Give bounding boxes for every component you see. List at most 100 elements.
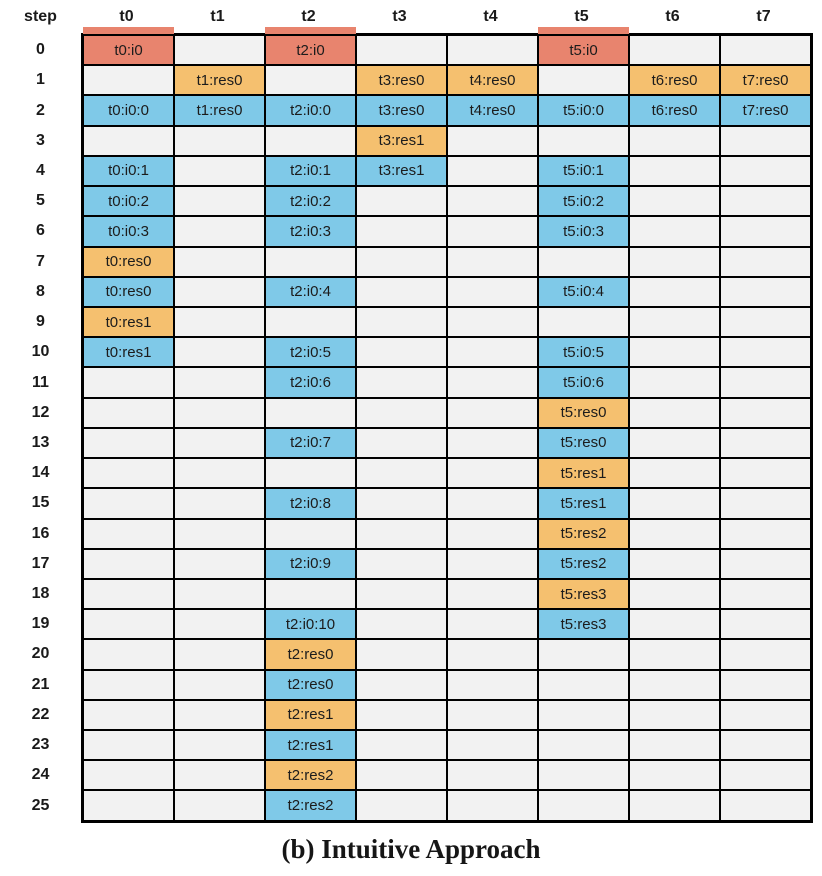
cell-step22-t2: t2:res1 — [265, 699, 356, 731]
cell-step2-t4: t4:res0 — [447, 95, 538, 126]
cell-step5-t4 — [447, 186, 538, 217]
cell-step13-t0 — [83, 427, 174, 459]
cell-step24-t5 — [538, 760, 629, 791]
step-label-7: 7 — [36, 252, 45, 270]
cell-step17-t0 — [83, 548, 174, 579]
cell-step4-t6 — [629, 155, 720, 187]
cell-step14-t2 — [265, 458, 356, 489]
cell-step0-t0: t0:i0 — [83, 26, 174, 66]
cell-step14-t6 — [629, 458, 720, 489]
cell-step19-t6 — [629, 609, 720, 640]
cell-step7-t0: t0:res0 — [83, 246, 174, 277]
cell-step0-t7 — [720, 35, 811, 66]
cell-step3-t7 — [720, 125, 811, 156]
step-label-23: 23 — [31, 736, 50, 754]
cell-step15-t1 — [174, 488, 265, 519]
cell-step18-t3 — [356, 578, 447, 610]
cell-step12-t4 — [447, 397, 538, 428]
cell-step23-t1 — [174, 730, 265, 761]
cell-step24-t4 — [447, 760, 538, 791]
cell-step21-t6 — [629, 669, 720, 700]
cell-step13-t5: t5:res0 — [538, 427, 629, 459]
cell-step5-t6 — [629, 186, 720, 217]
cell-step22-t3 — [356, 699, 447, 731]
cell-step3-t0 — [83, 125, 174, 156]
cell-step1-t4: t4:res0 — [447, 65, 538, 96]
cell-step17-t7 — [720, 548, 811, 579]
step-label-17: 17 — [31, 554, 50, 572]
cell-step18-t0 — [83, 578, 174, 610]
step-label-5: 5 — [36, 192, 45, 210]
cell-step19-t1 — [174, 609, 265, 640]
cell-step20-t5 — [538, 639, 629, 670]
cell-step9-t2 — [265, 306, 356, 338]
cell-step8-t0: t0:res0 — [83, 276, 174, 307]
cell-step18-t7 — [720, 578, 811, 610]
step-label-24: 24 — [31, 766, 50, 784]
cell-step7-t1 — [174, 246, 265, 277]
step-label-25: 25 — [31, 796, 50, 814]
cell-step18-t4 — [447, 578, 538, 610]
cell-step16-t6 — [629, 518, 720, 549]
cell-step22-t4 — [447, 699, 538, 731]
cell-step19-t4 — [447, 609, 538, 640]
cell-step15-t3 — [356, 488, 447, 519]
step-label-6: 6 — [36, 222, 45, 240]
cell-step19-t2: t2:i0:10 — [265, 609, 356, 640]
cell-step14-t3 — [356, 458, 447, 489]
cell-step2-t2: t2:i0:0 — [265, 95, 356, 126]
cell-step3-t5 — [538, 125, 629, 156]
cell-step20-t0 — [83, 639, 174, 670]
cell-step12-t0 — [83, 397, 174, 428]
step-label-9: 9 — [36, 313, 45, 331]
cell-step17-t6 — [629, 548, 720, 579]
cell-step18-t2 — [265, 578, 356, 610]
cell-step21-t0 — [83, 669, 174, 700]
cell-step16-t2 — [265, 518, 356, 549]
step-label-11: 11 — [32, 373, 49, 391]
column-header-t5: t5 — [574, 8, 589, 25]
cell-step3-t6 — [629, 125, 720, 156]
step-label-0: 0 — [36, 41, 45, 59]
step-label-20: 20 — [31, 645, 50, 663]
cell-step25-t4 — [447, 790, 538, 821]
cell-step8-t4 — [447, 276, 538, 307]
cell-step3-t3: t3:res1 — [356, 125, 447, 156]
cell-step2-t1: t1:res0 — [174, 95, 265, 126]
cell-step21-t4 — [447, 669, 538, 700]
cell-step24-t0 — [83, 760, 174, 791]
step-label-15: 15 — [31, 494, 50, 512]
cell-step10-t0: t0:res1 — [83, 337, 174, 368]
cell-step24-t6 — [629, 760, 720, 791]
cell-step22-t6 — [629, 699, 720, 731]
cell-step15-t0 — [83, 488, 174, 519]
cell-step14-t0 — [83, 458, 174, 489]
column-header-t2: t2 — [301, 8, 316, 25]
cell-step2-t3: t3:res0 — [356, 95, 447, 126]
cell-step5-t7 — [720, 186, 811, 217]
cell-step9-t1 — [174, 306, 265, 338]
cell-step25-t1 — [174, 790, 265, 821]
cell-step9-t0: t0:res1 — [83, 306, 174, 338]
cell-step1-t5 — [538, 65, 629, 96]
cell-step19-t0 — [83, 609, 174, 640]
cell-step1-t3: t3:res0 — [356, 65, 447, 96]
cell-step7-t2 — [265, 246, 356, 277]
cell-step8-t6 — [629, 276, 720, 307]
cell-step11-t6 — [629, 367, 720, 398]
cell-step15-t6 — [629, 488, 720, 519]
cell-step0-t6 — [629, 35, 720, 66]
cell-step12-t2 — [265, 397, 356, 428]
cell-step10-t7 — [720, 337, 811, 368]
cell-step2-t7: t7:res0 — [720, 95, 811, 126]
cell-step16-t5: t5:res2 — [538, 518, 629, 549]
cell-step15-t2: t2:i0:8 — [265, 488, 356, 519]
cell-step4-t1 — [174, 155, 265, 187]
cell-step1-t0 — [83, 65, 174, 96]
cell-step6-t1 — [174, 216, 265, 247]
cell-step7-t7 — [720, 246, 811, 277]
step-label-13: 13 — [31, 433, 50, 451]
cell-step14-t1 — [174, 458, 265, 489]
column-header-t6: t6 — [665, 8, 680, 25]
